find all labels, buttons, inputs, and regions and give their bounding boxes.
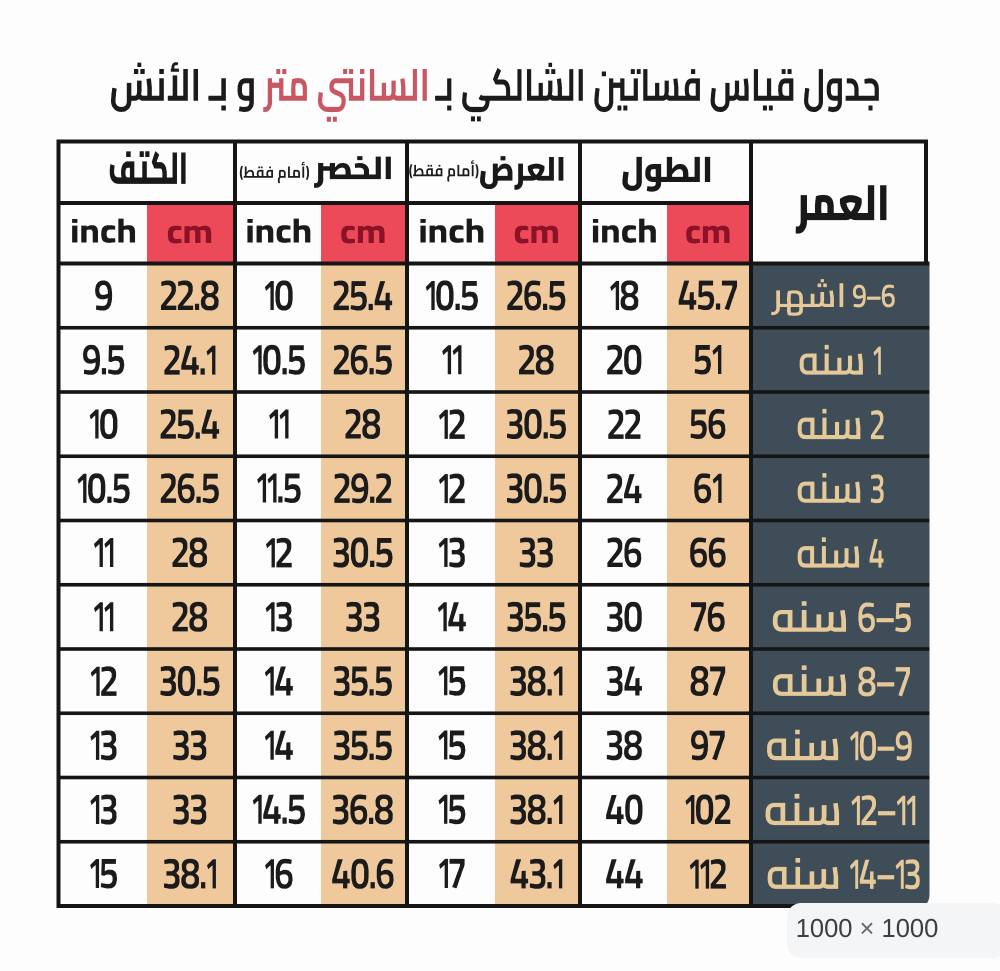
svg-text:1000 × 1000: 1000 × 1000 bbox=[796, 915, 939, 943]
